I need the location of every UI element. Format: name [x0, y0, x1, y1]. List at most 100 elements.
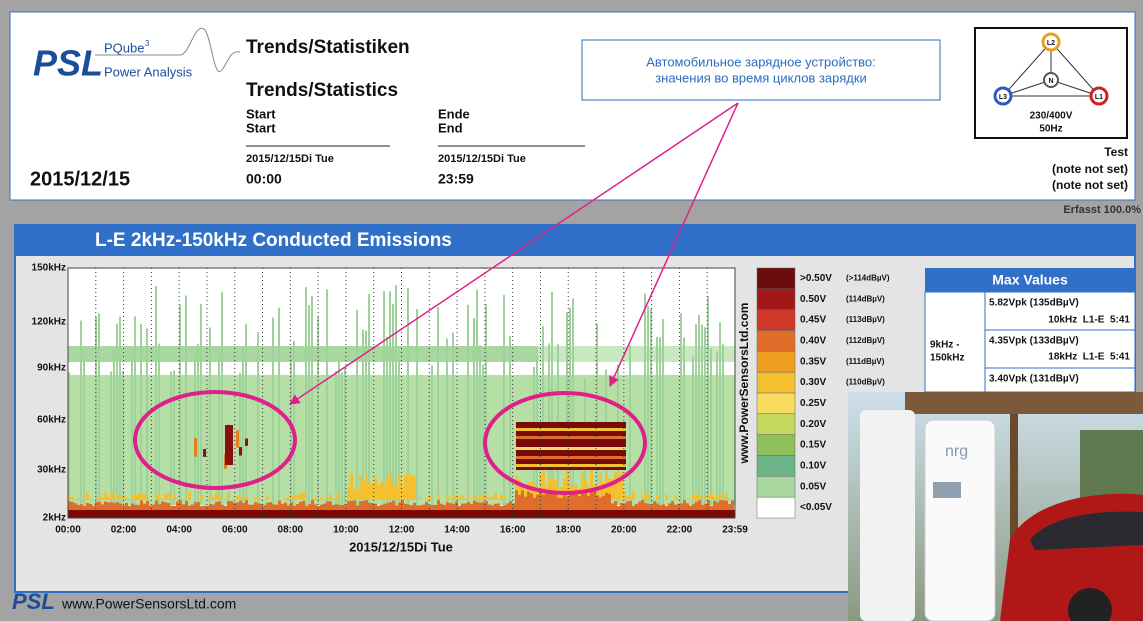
heat-cell: [482, 495, 485, 500]
heat-cell: [203, 506, 206, 510]
heat-cell: [101, 504, 104, 510]
header-box: [10, 12, 1135, 200]
heat-cell: [458, 506, 461, 510]
heat-cell: [599, 497, 602, 510]
heat-cell: [542, 495, 545, 510]
heat-cell: [644, 503, 647, 510]
heat-cell: [326, 501, 329, 510]
heat-cell: [77, 498, 80, 500]
heat-cell: [347, 501, 350, 510]
heat-cell: [434, 505, 437, 510]
heat-cell: [698, 496, 701, 500]
x-tick-label: 23:59: [722, 525, 748, 536]
heat-cell: [83, 497, 86, 500]
heat-cell: [503, 505, 506, 510]
heat-cell: [311, 498, 314, 500]
heat-cell: [479, 503, 482, 510]
heat-cell: [686, 503, 689, 510]
heat-cell: [566, 471, 569, 500]
heat-cell: [629, 501, 632, 510]
heat-cell: [722, 500, 725, 510]
heat-streak: [197, 344, 199, 505]
heat-cell: [257, 497, 260, 500]
photo-canopy: [905, 392, 1143, 414]
heat-cell: [563, 495, 566, 510]
heat-streak: [221, 292, 223, 505]
heat-cell: [245, 500, 248, 510]
heat-cell: [89, 499, 92, 500]
heat-cell: [590, 491, 593, 510]
heat-cell: [98, 496, 101, 500]
heat-cell: [119, 497, 122, 500]
heat-cell: [155, 500, 158, 510]
heat-cell: [686, 499, 689, 500]
heat-streak: [662, 319, 664, 505]
heat-cell: [515, 490, 518, 510]
report: PSL PQube 3 Power Analysis Trends/Statis…: [0, 0, 1143, 621]
heat-cell: [71, 502, 74, 510]
heat-cell: [239, 501, 242, 510]
heat-streak: [692, 357, 694, 505]
heat-streak: [722, 344, 724, 505]
legend-swatch: [757, 351, 795, 372]
heat-cell: [728, 499, 731, 500]
heat-cell: [167, 503, 170, 510]
heat-streak: [80, 321, 82, 505]
heat-cell: [527, 492, 530, 510]
heat-cell: [128, 506, 131, 510]
heat-cell: [461, 495, 464, 500]
heat-cell: [224, 499, 227, 500]
heat-cell: [134, 505, 137, 510]
heat-streak: [629, 345, 631, 505]
heat-cell: [611, 503, 614, 510]
heat-streak: [242, 346, 244, 505]
heat-cell: [323, 504, 326, 510]
heat-streak: [341, 372, 343, 505]
heat-streak: [452, 332, 454, 505]
heat-cell: [392, 483, 395, 500]
note: (note not set): [1052, 162, 1128, 176]
heat-cell: [497, 503, 500, 510]
heat-cell: [554, 494, 557, 510]
heat-cell: [323, 499, 326, 500]
heat-cell: [473, 496, 476, 500]
heat-cell: [167, 493, 170, 500]
heat-cell: [695, 502, 698, 510]
heat-cell: [683, 500, 686, 510]
legend-label: 0.45V: [800, 315, 826, 326]
heat-cell: [710, 506, 713, 510]
heat-cell: [722, 499, 725, 500]
heat-streak: [680, 313, 682, 505]
heat-cell: [473, 501, 476, 510]
heat-cell: [713, 501, 716, 510]
heat-streak: [683, 337, 685, 505]
heat-cell: [134, 496, 137, 500]
heat-cell: [614, 501, 617, 510]
heat-cell: [491, 505, 494, 510]
heat-cell: [182, 504, 185, 510]
heat-cell: [659, 505, 662, 510]
heat-cell: [725, 501, 728, 510]
heat-cell: [170, 506, 173, 510]
heat-cell: [647, 496, 650, 500]
heat-cell: [308, 504, 311, 510]
heat-cell: [338, 499, 341, 500]
heat-cell: [146, 498, 149, 500]
heat-cell: [359, 501, 362, 510]
legend-label: 0.30V: [800, 377, 826, 388]
subtitle: Power Analysis: [104, 64, 193, 79]
heat-streak: [482, 365, 484, 505]
heat-cell: [335, 493, 338, 500]
legend-detail: (>114dBµV): [846, 274, 890, 283]
heat-cell: [701, 505, 704, 510]
heat-cell: [452, 494, 455, 500]
heat-streak: [659, 337, 661, 505]
heat-cell: [410, 475, 413, 500]
heat-cell: [296, 504, 299, 510]
heat-cell: [728, 504, 731, 510]
heat-cell: [719, 500, 722, 510]
heat-cell: [131, 504, 134, 510]
legend-label: 0.15V: [800, 440, 826, 451]
legend-label: >0.50V: [800, 273, 832, 284]
page: PSL PQube 3 Power Analysis Trends/Statis…: [0, 0, 1143, 621]
